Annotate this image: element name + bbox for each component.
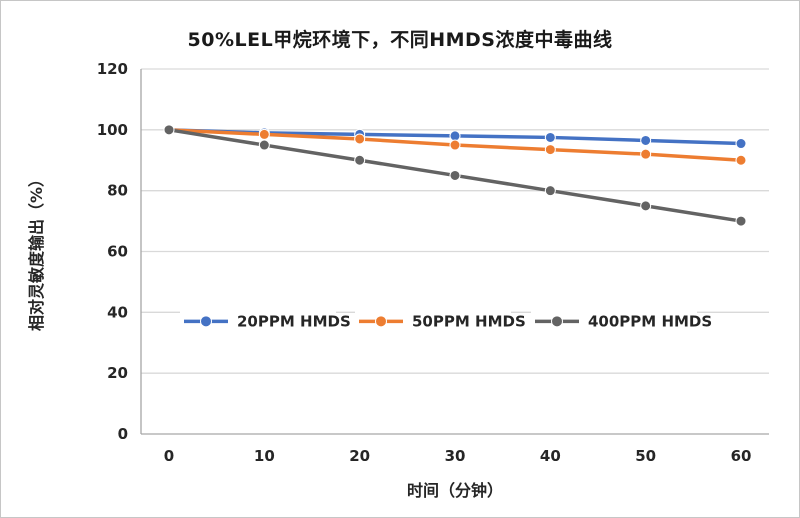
svg-text:100: 100 [97, 121, 128, 139]
legend-dot-marker [200, 315, 212, 328]
legend-item: 50PPM HMDS [355, 309, 526, 334]
series-50ppm-hmds [163, 124, 747, 166]
chart-title: 50%LEL甲烷环境下，不同HMDS浓度中毒曲线 [187, 29, 613, 51]
svg-text:80: 80 [107, 182, 128, 200]
legend-dot-marker [375, 315, 387, 328]
y-tick-labels: 0 20 40 60 80 100 120 [97, 60, 128, 443]
legend: 20PPM HMDS 50PPM HMDS 400PPM HMDS [180, 309, 712, 334]
x-axis-title: 时间（分钟） [406, 481, 503, 500]
gridlines [141, 68, 769, 435]
series-400ppm-hmds [163, 124, 747, 227]
legend-dot-marker [551, 315, 563, 328]
svg-text:120: 120 [97, 60, 128, 78]
legend-item: 20PPM HMDS [180, 309, 351, 334]
svg-text:60: 60 [107, 243, 128, 261]
svg-text:50PPM HMDS: 50PPM HMDS [412, 312, 526, 330]
svg-text:40: 40 [540, 447, 561, 465]
svg-text:40: 40 [107, 303, 128, 321]
svg-text:60: 60 [731, 447, 752, 465]
svg-text:0: 0 [118, 425, 128, 443]
svg-text:0: 0 [164, 447, 174, 465]
svg-text:400PPM HMDS: 400PPM HMDS [588, 312, 712, 330]
svg-text:20: 20 [349, 447, 370, 465]
y-axis-title: 相对灵敏度输出（%） [27, 170, 46, 332]
x-tick-labels: 0 10 20 30 40 50 60 [164, 447, 752, 465]
legend-item: 400PPM HMDS [531, 309, 712, 334]
svg-text:20: 20 [107, 364, 128, 382]
svg-text:20PPM HMDS: 20PPM HMDS [237, 312, 351, 330]
svg-text:10: 10 [254, 447, 275, 465]
svg-text:50: 50 [635, 447, 656, 465]
svg-text:30: 30 [445, 447, 466, 465]
